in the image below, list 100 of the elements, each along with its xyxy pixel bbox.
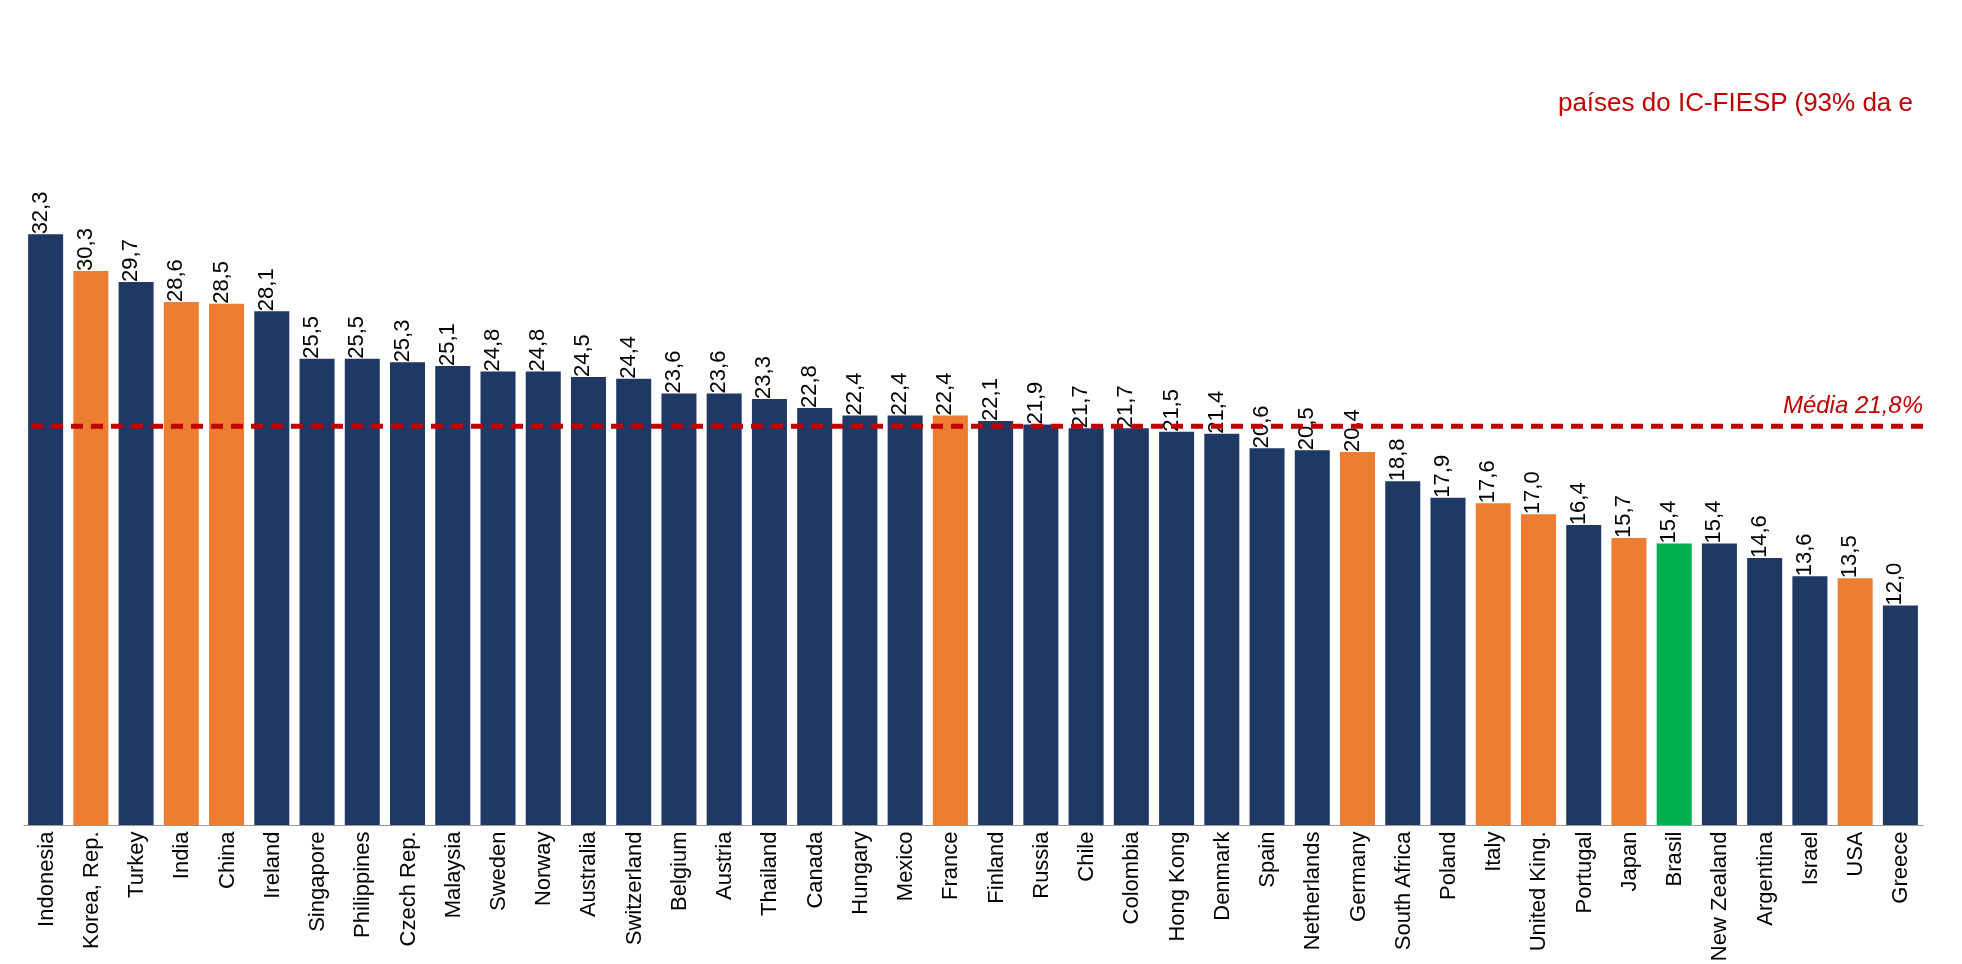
x-tick-label: Hungary: [846, 831, 872, 915]
bar: [1520, 514, 1556, 825]
x-tick-label: Poland: [1435, 831, 1460, 901]
data-label: 23,3: [750, 356, 776, 399]
data-label: 30,3: [71, 228, 97, 271]
data-label: 18,8: [1383, 438, 1409, 482]
x-tick-label: Greece: [1887, 831, 1913, 904]
data-label: 28,1: [252, 268, 278, 312]
x-tick-label: Sweden: [485, 831, 510, 912]
data-label: 15,4: [1655, 500, 1681, 544]
ref-line-label: Média 21,8%: [1782, 391, 1923, 419]
bar: [1340, 451, 1376, 825]
bar: [390, 362, 426, 825]
data-label: 22,4: [931, 372, 957, 416]
x-tick-label: Ireland: [258, 831, 284, 899]
data-label: 15,7: [1609, 495, 1635, 538]
data-label: 17,0: [1519, 471, 1545, 515]
x-tick-label: Netherlands: [1299, 831, 1325, 951]
bar: [616, 378, 652, 825]
x-tick-label: Italy: [1480, 831, 1506, 872]
data-label: 21,9: [1021, 381, 1047, 425]
data-label: 24,5: [569, 334, 595, 377]
bar: [299, 358, 335, 825]
x-tick-label: Malaysia: [439, 830, 465, 919]
bar: [1611, 537, 1647, 825]
x-tick-label: Philippines: [349, 831, 375, 938]
data-label: 28,5: [207, 261, 233, 304]
bar: [1385, 481, 1421, 825]
data-label: 12,0: [1881, 562, 1907, 606]
x-tick-label: Argentina: [1751, 830, 1777, 926]
bar: [1566, 525, 1602, 825]
data-label: 23,6: [705, 350, 731, 394]
data-label: 24,4: [614, 336, 640, 379]
bar: [254, 311, 290, 825]
x-tick-label: South Africa: [1389, 830, 1415, 951]
bar: [163, 302, 199, 825]
bar: [73, 270, 109, 825]
data-label: 17,6: [1474, 460, 1500, 504]
x-tick-label: Belgium: [665, 831, 691, 911]
x-tick-label: New Zealand: [1706, 831, 1732, 962]
x-tick-label: India: [168, 830, 194, 880]
bar: [1792, 576, 1828, 825]
data-label: 22,4: [886, 372, 912, 416]
data-label: 25,3: [388, 319, 414, 363]
bar: [978, 420, 1014, 825]
x-tick-label: Colombia: [1118, 830, 1144, 925]
x-tick-label: Israel: [1796, 831, 1822, 886]
x-tick-label: Austria: [711, 830, 737, 900]
bar: [706, 393, 742, 825]
x-tick-label: Indonesia: [32, 830, 58, 927]
bar: [751, 398, 787, 825]
data-label: 13,6: [1790, 533, 1816, 577]
x-tick-label: Korea, Rep.: [77, 831, 103, 949]
bar: [435, 366, 471, 825]
data-label: 22,1: [976, 378, 1002, 421]
data-label: 28,6: [162, 259, 188, 303]
x-tick-label: Turkey: [123, 831, 149, 898]
x-tick-label: Portugal: [1570, 831, 1596, 914]
x-tick-label: Finland: [982, 831, 1008, 904]
bar: [1023, 424, 1059, 825]
bar: [1068, 428, 1104, 825]
x-tick-label: Spain: [1254, 831, 1280, 888]
bar: [1113, 428, 1149, 825]
x-tick-label: France: [937, 831, 963, 900]
data-label: 22,8: [795, 365, 821, 409]
bar: [1837, 578, 1873, 825]
x-tick-label: Czech Rep.: [394, 831, 420, 947]
data-label: 22,4: [840, 372, 866, 416]
bar: [661, 393, 697, 825]
x-tick-label: Mexico: [892, 831, 918, 902]
data-label: 24,8: [479, 328, 504, 372]
bar: [1430, 497, 1466, 825]
bar: [209, 303, 245, 825]
data-label: 25,5: [343, 315, 369, 359]
bar: [842, 415, 878, 825]
x-tick-label: Hong Kong: [1163, 831, 1189, 942]
x-tick-label: United King.: [1525, 831, 1551, 952]
data-label: 14,6: [1745, 515, 1771, 559]
bar: [1882, 605, 1918, 825]
bar: [1204, 433, 1240, 825]
data-label: 32,3: [26, 191, 52, 235]
data-label: 24,8: [524, 328, 550, 372]
bar: [525, 371, 561, 825]
data-label: 29,7: [117, 239, 143, 282]
bar: [797, 408, 833, 825]
x-tick-label: Norway: [530, 831, 556, 907]
x-tick-label: Chile: [1073, 831, 1099, 882]
bar: [887, 415, 923, 825]
x-tick-label: Switzerland: [620, 831, 646, 946]
bar: [28, 234, 64, 825]
bar: [344, 358, 380, 825]
bar: [932, 415, 968, 825]
bar: [1475, 503, 1511, 825]
x-tick-label: Canada: [801, 830, 827, 909]
x-tick-label: Brasil: [1661, 831, 1687, 887]
data-label: 13,5: [1836, 535, 1862, 579]
bar: [570, 377, 606, 825]
bar: [1701, 543, 1737, 825]
x-tick-label: Japan: [1615, 831, 1641, 892]
data-label: 23,6: [659, 350, 685, 394]
